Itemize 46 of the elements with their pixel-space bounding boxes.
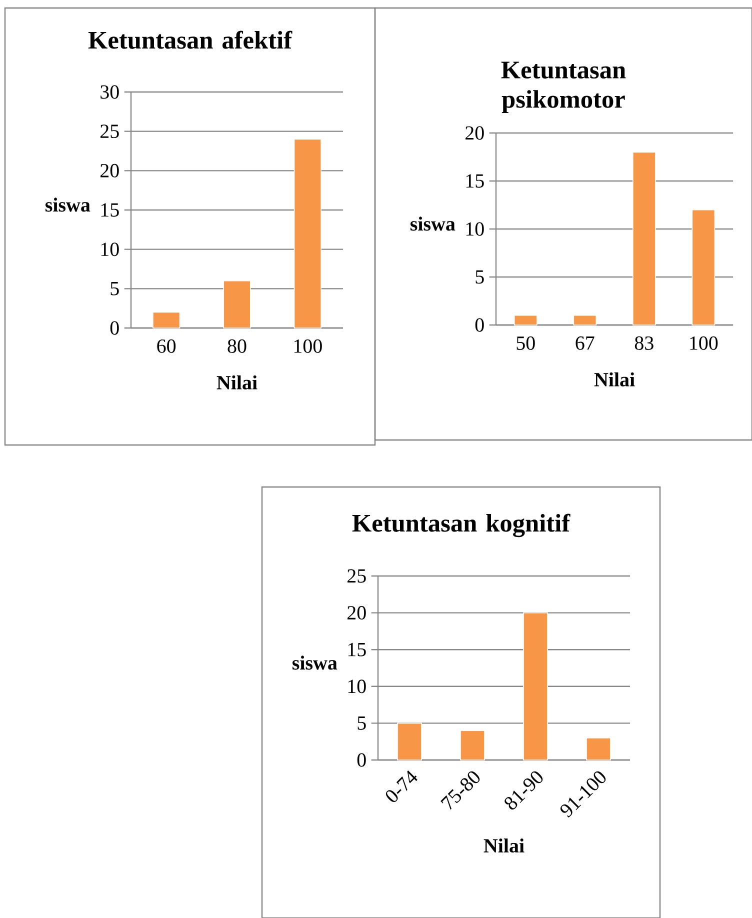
y-tick-label: 5 <box>358 716 366 730</box>
x-axis-title: Nilai <box>216 375 258 390</box>
y-tick-label: 5 <box>110 282 119 296</box>
x-tick-label: 83 <box>634 336 654 350</box>
x-tick-label: 0-74 <box>386 770 418 802</box>
x-tick-label: 50 <box>516 336 535 350</box>
x-axis-title: Nilai <box>594 372 635 386</box>
x-tick-label: 100 <box>294 339 322 353</box>
y-tick-label: 30 <box>100 85 119 99</box>
y-tick-label: 15 <box>348 642 366 656</box>
y-tick-label: 20 <box>466 126 484 140</box>
y-tick-label: 0 <box>110 321 119 335</box>
y-tick-label: 10 <box>466 222 484 236</box>
bar <box>460 730 485 760</box>
y-tick-label: 20 <box>348 606 366 620</box>
bar <box>294 138 322 328</box>
y-tick-label: 20 <box>100 164 119 178</box>
y-tick-label: 0 <box>475 318 484 332</box>
x-tick-label: 80 <box>228 339 246 353</box>
y-tick-label: 10 <box>348 680 366 694</box>
x-tick-label: 67 <box>576 336 594 350</box>
x-tick-label: 60 <box>157 339 176 353</box>
y-tick-label: 25 <box>348 569 366 583</box>
chart-title: Ketuntasan psikomotor <box>501 62 626 114</box>
y-axis-title: siswa <box>410 216 456 231</box>
y-tick-label: 15 <box>466 174 484 188</box>
chart-title: Ketuntasan kognitif <box>352 514 570 538</box>
y-tick-label: 5 <box>476 270 484 284</box>
chart-title: Ketuntasan afektif <box>88 30 292 49</box>
y-tick-label: 25 <box>100 124 119 138</box>
bar <box>586 738 611 760</box>
bar <box>152 312 180 328</box>
bar <box>692 209 716 326</box>
y-tick-label: 15 <box>101 203 119 217</box>
bar <box>514 315 538 326</box>
y-axis-title: siswa <box>292 656 338 670</box>
bar <box>632 152 656 326</box>
bar <box>223 280 251 328</box>
bar <box>573 315 597 326</box>
x-tick-label: 100 <box>690 336 718 350</box>
x-axis-title: Nilai <box>484 838 524 853</box>
bar <box>397 722 422 760</box>
y-axis-title: siswa <box>46 198 90 212</box>
bar <box>523 612 548 760</box>
y-tick-label: 0 <box>357 753 366 767</box>
y-tick-label: 10 <box>101 242 119 256</box>
